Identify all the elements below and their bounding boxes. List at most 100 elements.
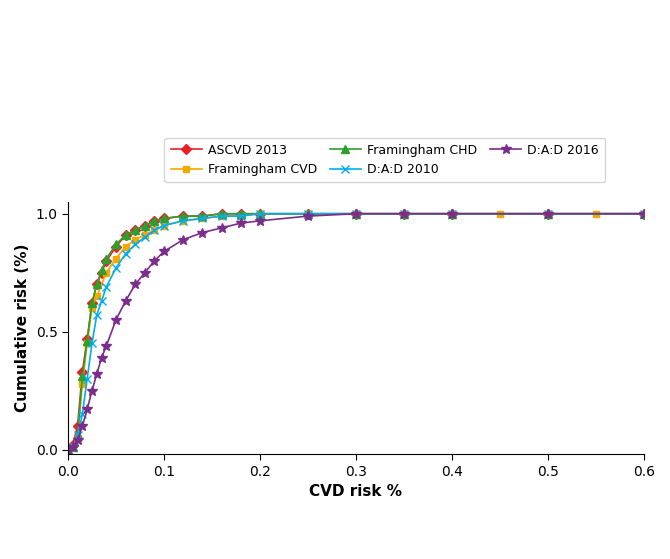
D:A:D 2016 (121, 297, 129, 304)
Framingham CVD (74, 434, 82, 441)
D:A:D 2016 (83, 406, 91, 413)
D:A:D 2010 (131, 241, 139, 248)
ASCVD 2013 (83, 335, 91, 342)
ASCVD 2013 (88, 300, 96, 307)
D:A:D 2016 (74, 437, 82, 443)
D:A:D 2016 (103, 343, 111, 349)
Framingham CHD (352, 210, 360, 217)
Framingham CVD (352, 210, 360, 217)
Framingham CHD (92, 281, 100, 288)
Framingham CVD (198, 215, 206, 222)
D:A:D 2016 (160, 248, 168, 255)
ASCVD 2013 (121, 231, 129, 238)
D:A:D 2016 (98, 354, 106, 361)
D:A:D 2016 (304, 213, 312, 220)
Framingham CHD (448, 210, 456, 217)
D:A:D 2010 (150, 227, 158, 234)
D:A:D 2010 (74, 432, 82, 439)
Framingham CVD (544, 210, 552, 217)
ASCVD 2013 (92, 281, 100, 288)
Framingham CVD (92, 293, 100, 300)
D:A:D 2010 (448, 210, 456, 217)
Framingham CVD (237, 213, 245, 220)
Framingham CVD (131, 236, 139, 243)
ASCVD 2013 (160, 215, 168, 222)
D:A:D 2016 (88, 387, 96, 394)
ASCVD 2013 (103, 258, 111, 264)
D:A:D 2010 (88, 340, 96, 347)
Framingham CHD (304, 210, 312, 217)
Framingham CHD (150, 217, 158, 224)
ASCVD 2013 (237, 210, 245, 217)
Y-axis label: Cumulative risk (%): Cumulative risk (%) (15, 244, 30, 413)
Framingham CHD (64, 446, 72, 453)
Line: Framingham CHD: Framingham CHD (64, 210, 648, 454)
D:A:D 2010 (400, 210, 408, 217)
Line: Framingham CVD: Framingham CVD (64, 210, 647, 453)
ASCVD 2013 (448, 210, 456, 217)
Legend: ASCVD 2013, Framingham CVD, Framingham CHD, D:A:D 2010, D:A:D 2016: ASCVD 2013, Framingham CVD, Framingham C… (164, 138, 605, 182)
Framingham CVD (103, 269, 111, 276)
Framingham CHD (544, 210, 552, 217)
Framingham CHD (131, 227, 139, 234)
Framingham CVD (78, 380, 86, 387)
Framingham CVD (83, 340, 91, 347)
Framingham CVD (448, 210, 456, 217)
ASCVD 2013 (69, 442, 77, 448)
D:A:D 2010 (179, 217, 187, 224)
Framingham CVD (112, 255, 120, 262)
Framingham CVD (121, 243, 129, 250)
D:A:D 2010 (121, 250, 129, 257)
D:A:D 2016 (237, 220, 245, 226)
Framingham CHD (141, 222, 149, 229)
D:A:D 2010 (64, 446, 72, 453)
Framingham CVD (640, 210, 648, 217)
ASCVD 2013 (218, 210, 226, 217)
Line: D:A:D 2016: D:A:D 2016 (63, 209, 649, 454)
ASCVD 2013 (64, 446, 72, 453)
Framingham CHD (179, 213, 187, 220)
Framingham CVD (218, 213, 226, 220)
Line: ASCVD 2013: ASCVD 2013 (64, 210, 647, 453)
Framingham CHD (88, 300, 96, 307)
Framingham CVD (179, 217, 187, 224)
Framingham CVD (150, 227, 158, 234)
ASCVD 2013 (98, 269, 106, 276)
ASCVD 2013 (179, 213, 187, 220)
D:A:D 2016 (150, 258, 158, 264)
D:A:D 2016 (112, 316, 120, 323)
Framingham CVD (304, 210, 312, 217)
Framingham CHD (640, 210, 648, 217)
ASCVD 2013 (400, 210, 408, 217)
Framingham CHD (69, 444, 77, 451)
D:A:D 2010 (92, 312, 100, 319)
D:A:D 2016 (544, 210, 552, 217)
Framingham CHD (256, 210, 264, 217)
D:A:D 2010 (141, 234, 149, 241)
Framingham CHD (103, 255, 111, 262)
ASCVD 2013 (198, 213, 206, 220)
ASCVD 2013 (78, 368, 86, 375)
D:A:D 2016 (218, 225, 226, 231)
Framingham CHD (98, 267, 106, 274)
Framingham CVD (496, 210, 504, 217)
Framingham CHD (83, 338, 91, 344)
Framingham CHD (78, 373, 86, 380)
Line: D:A:D 2010: D:A:D 2010 (64, 210, 648, 454)
D:A:D 2010 (352, 210, 360, 217)
Framingham CVD (69, 444, 77, 451)
D:A:D 2010 (98, 297, 106, 304)
D:A:D 2016 (131, 281, 139, 288)
D:A:D 2016 (198, 229, 206, 236)
Framingham CVD (64, 446, 72, 453)
D:A:D 2010 (237, 213, 245, 220)
X-axis label: CVD risk %: CVD risk % (310, 484, 403, 499)
Framingham CVD (88, 305, 96, 311)
D:A:D 2016 (400, 210, 408, 217)
D:A:D 2016 (69, 444, 77, 451)
Framingham CVD (256, 210, 264, 217)
D:A:D 2016 (448, 210, 456, 217)
ASCVD 2013 (256, 210, 264, 217)
D:A:D 2010 (69, 444, 77, 451)
ASCVD 2013 (131, 227, 139, 234)
